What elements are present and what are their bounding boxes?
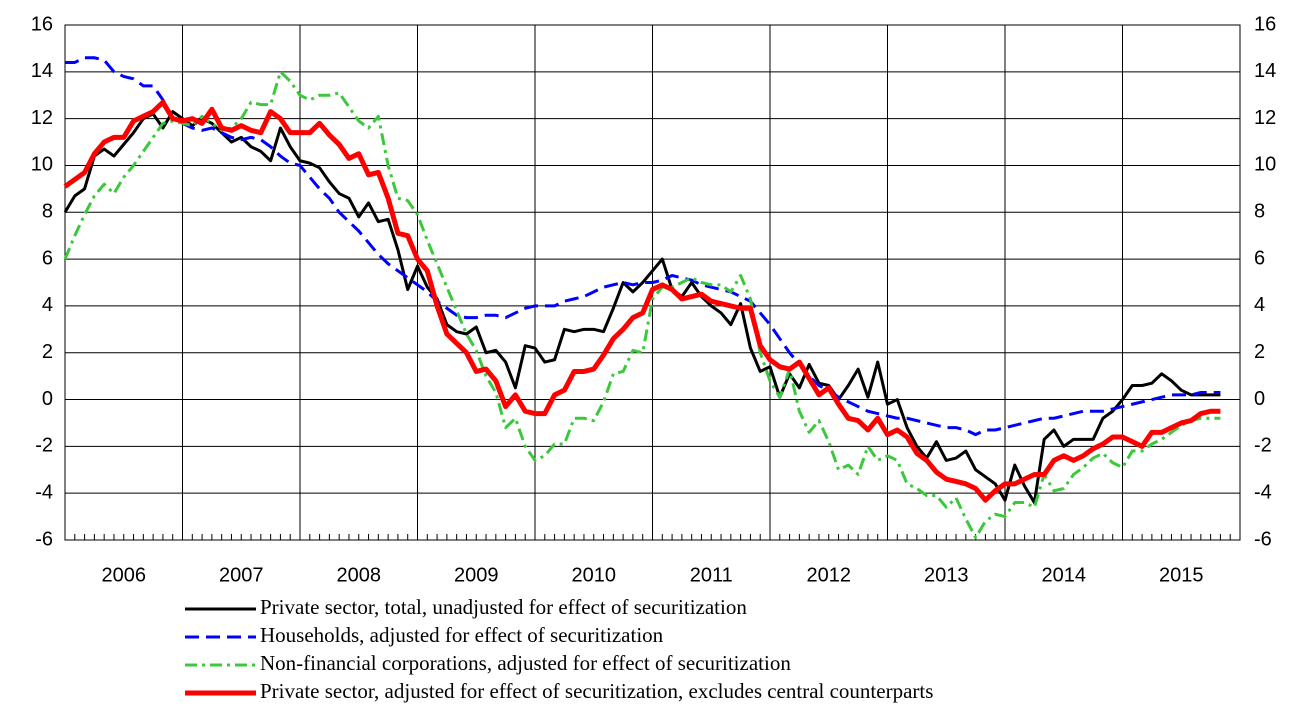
y-tick-label: 14 <box>31 60 53 82</box>
x-tick-label: 2012 <box>807 564 852 586</box>
y2-tick-label: -4 <box>1254 481 1272 503</box>
x-tick-label: 2009 <box>454 564 499 586</box>
y-tick-label: 10 <box>31 154 53 176</box>
x-tick-label: 2013 <box>924 564 969 586</box>
x-tick-label: 2014 <box>1042 564 1087 586</box>
legend-label: Private sector, adjusted for effect of s… <box>260 679 933 703</box>
series-line <box>63 70 1221 540</box>
y-tick-label: -6 <box>35 528 53 550</box>
y2-tick-label: 2 <box>1254 341 1265 363</box>
x-tick-label: 2010 <box>572 564 617 586</box>
y-tick-label: 0 <box>42 388 53 410</box>
y-tick-label: 6 <box>42 247 53 269</box>
y-tick-label: 4 <box>42 294 53 316</box>
x-tick-label: 2007 <box>219 564 264 586</box>
y2-tick-label: 4 <box>1254 294 1265 316</box>
y2-tick-label: 0 <box>1254 388 1265 410</box>
legend-label: Non-financial corporations, adjusted for… <box>260 651 791 675</box>
y2-tick-label: 14 <box>1254 60 1276 82</box>
series-line <box>63 99 1221 503</box>
y-tick-label: 8 <box>42 201 53 223</box>
y2-tick-label: -6 <box>1254 528 1272 550</box>
y2-tick-label: 8 <box>1254 201 1265 223</box>
legend-label: Households, adjusted for effect of secur… <box>260 623 664 647</box>
y2-tick-label: 16 <box>1254 13 1276 35</box>
x-tick-label: 2011 <box>690 564 733 586</box>
y-tick-label: 16 <box>31 13 53 35</box>
y-tick-label: 2 <box>42 341 53 363</box>
series-line <box>65 56 1221 437</box>
y2-tick-label: 10 <box>1254 154 1276 176</box>
y-tick-label: -2 <box>35 435 53 457</box>
y2-tick-label: 12 <box>1254 107 1276 129</box>
y2-tick-label: 6 <box>1254 247 1265 269</box>
x-tick-label: 2008 <box>337 564 382 586</box>
y-tick-label: 12 <box>31 107 53 129</box>
y-tick-label: -4 <box>35 481 53 503</box>
series-line <box>63 110 1221 505</box>
x-tick-label: 2006 <box>102 564 147 586</box>
legend-label: Private sector, total, unadjusted for ef… <box>260 595 747 619</box>
x-tick-label: 2015 <box>1159 564 1204 586</box>
y2-tick-label: -2 <box>1254 435 1272 457</box>
